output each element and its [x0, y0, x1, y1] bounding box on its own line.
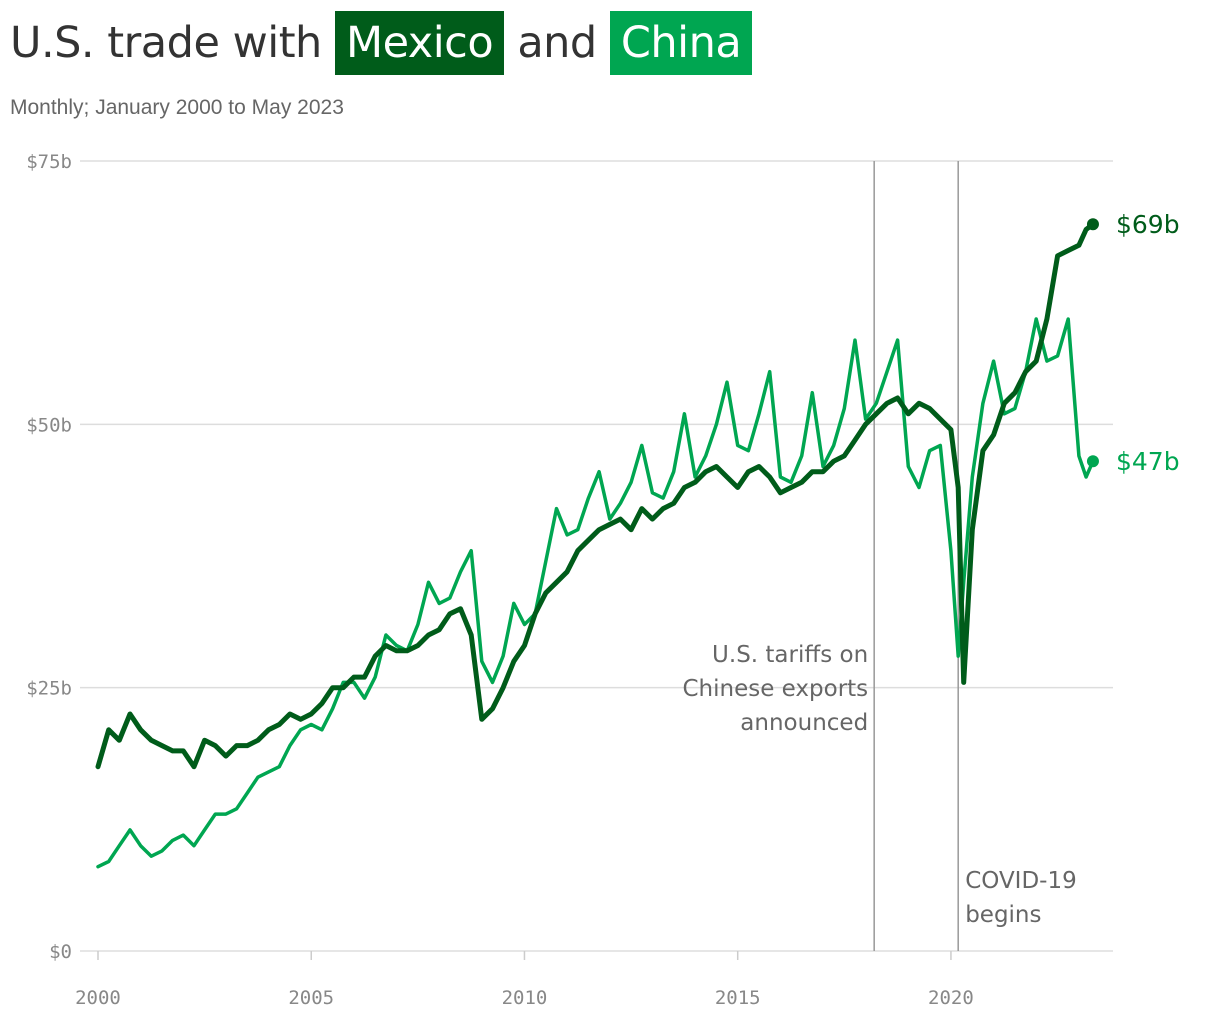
y-tick-label: $50b [26, 414, 72, 436]
series-line-mexico [95, 221, 1096, 770]
annotation-text: announced [740, 710, 868, 736]
end-label-china: $47b [1116, 447, 1180, 476]
annotation-text: U.S. tariffs on [712, 642, 868, 668]
end-point-china [1086, 455, 1099, 468]
y-tick-label: $75b [26, 151, 72, 173]
legend-china: China [609, 11, 753, 75]
x-tick-label: 2010 [502, 987, 548, 1009]
chart-title: U.S. trade with Mexico and China [10, 8, 753, 78]
x-axis-ticks: 2000 2005 2010 2015 2020 [75, 951, 974, 1009]
end-point-mexico [1086, 218, 1099, 231]
series-line-china [96, 317, 1095, 869]
end-label-mexico: $69b [1116, 210, 1180, 239]
title-prefix: U.S. trade with [10, 18, 322, 68]
x-tick-label: 2020 [928, 987, 974, 1009]
y-tick-label: $25b [26, 678, 72, 700]
title-connector: and [517, 18, 597, 68]
y-axis-ticks: $0 $25b $50b $75b [26, 151, 72, 963]
annotation-text: Chinese exports [682, 676, 868, 702]
gridlines [80, 160, 1113, 952]
y-tick-label: $0 [49, 941, 72, 963]
chart-subtitle: Monthly; January 2000 to May 2023 [10, 96, 344, 119]
x-tick-label: 2000 [75, 987, 121, 1009]
annotation-text: begins [965, 902, 1041, 928]
annotations: U.S. tariffs on Chinese exports announced C… [682, 161, 1077, 951]
annotation-text: COVID-19 [965, 868, 1077, 894]
end-labels: $47b $69b [1086, 210, 1180, 476]
series-lines [95, 221, 1096, 869]
x-tick-label: 2005 [288, 987, 334, 1009]
x-tick-label: 2015 [715, 987, 761, 1009]
legend-mexico: Mexico [334, 11, 505, 75]
